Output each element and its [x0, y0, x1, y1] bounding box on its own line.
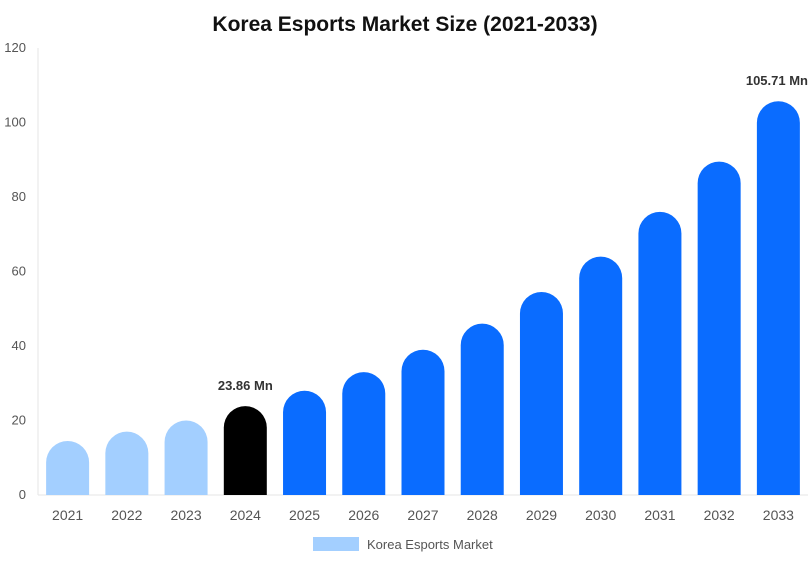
- x-axis-ticks: 2021 2022 2023 2024 2025 2026 2027 2028 2029 2030…: [52, 507, 794, 523]
- x-tick-label: 2025: [289, 507, 320, 523]
- bar-2033[interactable]: [756, 101, 800, 495]
- bar-2021[interactable]: [46, 440, 90, 495]
- y-tick-label: 120: [4, 40, 26, 55]
- x-tick-label: 2022: [111, 507, 142, 523]
- x-tick-label: 2029: [526, 507, 557, 523]
- y-tick-label: 80: [12, 189, 26, 204]
- x-tick-label: 2023: [170, 507, 201, 523]
- y-tick-label: 20: [12, 413, 26, 428]
- bar-2026[interactable]: [342, 372, 386, 495]
- y-tick-label: 0: [19, 487, 26, 502]
- bar-2032[interactable]: [697, 161, 741, 495]
- legend-swatch[interactable]: [313, 537, 359, 551]
- bar-2024[interactable]: [223, 406, 267, 495]
- x-tick-label: 2032: [704, 507, 735, 523]
- x-tick-label: 2024: [230, 507, 261, 523]
- x-tick-label: 2027: [407, 507, 438, 523]
- x-tick-label: 2021: [52, 507, 83, 523]
- y-axis-ticks: 0 20 40 60 80 100 120: [4, 40, 26, 502]
- x-tick-label: 2030: [585, 507, 616, 523]
- y-tick-label: 40: [12, 338, 26, 353]
- x-tick-label: 2033: [763, 507, 794, 523]
- x-tick-label: 2031: [644, 507, 675, 523]
- legend[interactable]: Korea Esports Market: [313, 537, 493, 552]
- bar-2022[interactable]: [105, 431, 149, 495]
- bar-2030[interactable]: [579, 256, 623, 495]
- data-label: 105.71 Mn: [746, 73, 808, 88]
- y-tick-label: 100: [4, 115, 26, 130]
- y-tick-label: 60: [12, 264, 26, 279]
- legend-label[interactable]: Korea Esports Market: [367, 537, 493, 552]
- x-tick-label: 2028: [467, 507, 498, 523]
- data-labels: 23.86 Mn 105.71 Mn: [218, 73, 808, 393]
- bar-2023[interactable]: [164, 420, 208, 496]
- data-label: 23.86 Mn: [218, 378, 273, 393]
- bar-2031[interactable]: [638, 211, 682, 495]
- bar-2025[interactable]: [283, 390, 327, 495]
- bar-2028[interactable]: [460, 323, 504, 495]
- chart-title: Korea Esports Market Size (2021-2033): [212, 13, 597, 36]
- bar-2029[interactable]: [519, 291, 563, 495]
- bar-2027[interactable]: [401, 349, 445, 495]
- bars: [46, 101, 800, 495]
- x-tick-label: 2026: [348, 507, 379, 523]
